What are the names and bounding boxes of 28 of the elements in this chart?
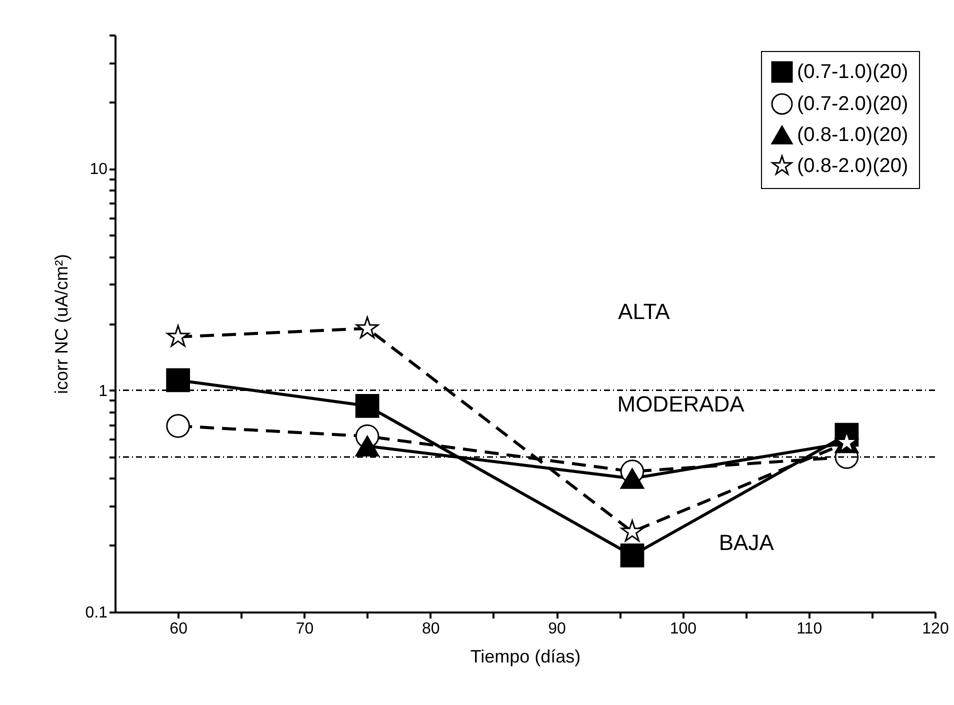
x-tick-label: 80 (422, 620, 440, 638)
x-tick-label: 110 (796, 620, 822, 638)
point (620, 468, 644, 489)
legend-label: (0.8-2.0)(20) (797, 155, 908, 177)
point (355, 436, 380, 457)
y-tick-label: 1 (98, 382, 108, 400)
point (355, 394, 380, 418)
point (620, 543, 644, 568)
point (166, 368, 190, 392)
x-tick-label: 120 (922, 620, 949, 638)
x-tick-label: 70 (296, 620, 314, 638)
point (166, 414, 190, 438)
y-tick-label: 10 (90, 161, 108, 178)
point (166, 324, 190, 347)
point (356, 316, 379, 338)
x-tick-label: 90 (548, 620, 566, 638)
legend-label: (0.7-2.0)(20) (797, 93, 908, 115)
annotation: ALTA (618, 298, 670, 324)
point (620, 520, 644, 542)
annotation: BAJA (718, 530, 774, 555)
legend-label: (0.8-1.0)(20) (797, 124, 908, 146)
y-tick-label: 0.1 (85, 604, 108, 622)
legend-label: (0.7-1.0)(20) (797, 61, 908, 83)
x-tick-label: 60 (170, 620, 188, 638)
x-axis-title: Tiempo (días) (470, 646, 581, 666)
x-tick-label: 100 (670, 620, 697, 638)
annotation: MODERADA (617, 391, 745, 416)
y-axis-title: icorr NC (uA/cm²) (51, 254, 72, 394)
